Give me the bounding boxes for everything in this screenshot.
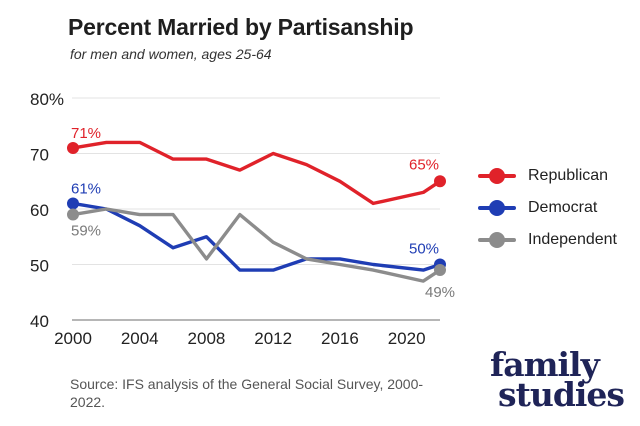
y-tick-label: 60 [30,201,49,220]
data-label-end-independent: 49% [425,284,455,301]
data-label-end-democrat: 50% [409,241,439,258]
logo-line-2: studies [498,375,625,414]
data-label-start-democrat: 61% [71,180,101,197]
end-point-republican [434,175,446,188]
source-note: Source: IFS analysis of the General Soci… [70,376,424,410]
x-tick-label: 2020 [388,329,426,348]
x-tick-label: 2004 [121,329,159,348]
chart-title: Percent Married by Partisanship [68,14,414,40]
legend-item-republican: Republican [478,160,638,192]
start-point-democrat [67,197,79,210]
data-label-start-republican: 71% [71,125,101,142]
legend-label-independent: Independent [528,231,617,248]
data-label-start-independent: 59% [71,223,101,240]
x-tick-label: 2008 [188,329,226,348]
data-label-end-republican: 65% [409,156,439,173]
series-line-independent [71,207,442,283]
y-tick-label: 50 [30,257,49,276]
chart-subtitle: for men and women, ages 25-64 [70,46,272,62]
series-line-democrat [71,201,442,272]
series-line-republican [71,140,442,206]
logo-line-1: family [490,345,600,384]
legend-swatch-republican [478,168,516,184]
y-tick-label: 70 [30,146,49,165]
start-point-republican [67,141,79,154]
x-tick-label: 2012 [254,329,292,348]
start-point-independent [67,208,79,221]
legend-item-independent: Independent [478,224,638,256]
legend-swatch-independent [478,232,516,248]
y-tick-label: 40 [30,312,49,331]
chart-legend: Republican Democrat Independent [478,160,638,256]
end-point-independent [434,264,446,277]
x-tick-label: 2016 [321,329,359,348]
y-tick-label: 80% [30,90,64,109]
family-studies-logo: family studies [490,348,625,414]
legend-swatch-democrat [478,200,516,216]
legend-label-democrat: Democrat [528,199,598,216]
x-tick-label: 2000 [54,329,92,348]
legend-item-democrat: Democrat [478,192,638,224]
legend-label-republican: Republican [528,167,609,184]
